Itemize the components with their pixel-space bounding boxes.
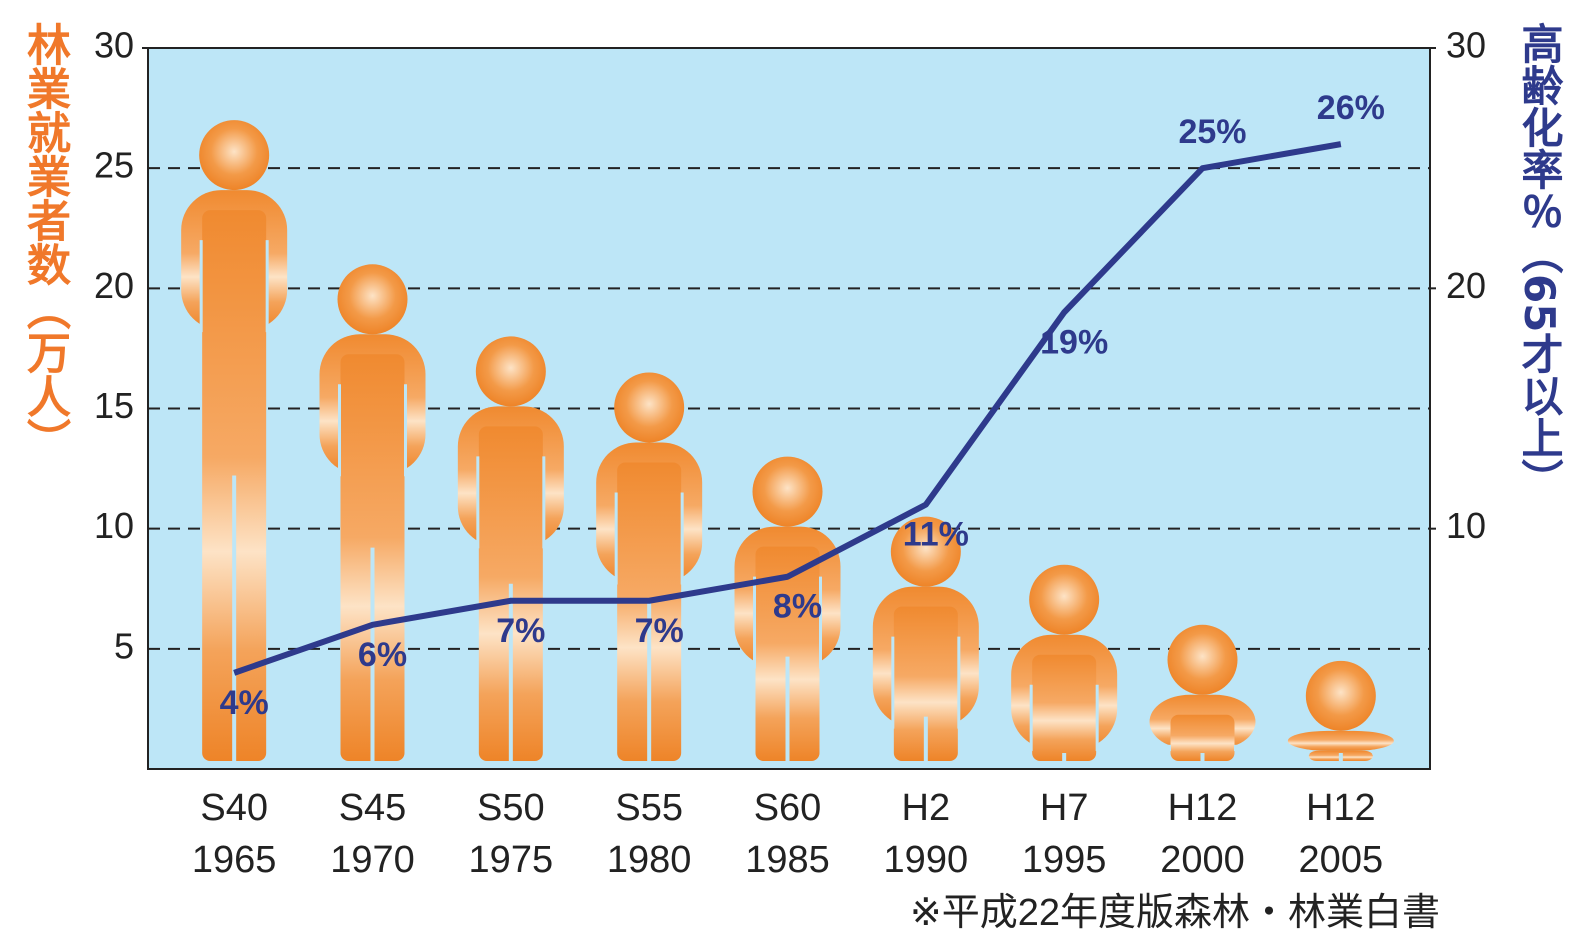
x-tick-label: S55 <box>615 787 683 829</box>
y-tick-label: 5 <box>114 625 134 666</box>
data-label: 26% <box>1317 89 1385 127</box>
x-tick-label: S60 <box>754 787 822 829</box>
data-label: 8% <box>773 588 822 626</box>
y-axis-title: 林業就業者数（万人） <box>22 22 66 462</box>
person-torso <box>1288 731 1394 751</box>
x-tick-label: H12 <box>1168 787 1238 829</box>
person-head <box>753 457 823 527</box>
x-tick-label: 1965 <box>192 839 277 881</box>
x-tick-label: 1990 <box>884 839 969 881</box>
x-tick-label: S50 <box>477 787 545 829</box>
x-tick-label: 1975 <box>469 839 554 881</box>
source-note: ※平成22年度版森林・林業白書 <box>910 892 1440 934</box>
person-head <box>338 264 408 334</box>
y-tick-label: 15 <box>94 385 134 426</box>
chart: ※平成22年度版森林・林業白書 5 10 15 20 25 30 10 20 30 S40 1965… <box>0 0 1570 936</box>
x-tick-label: H2 <box>902 787 951 829</box>
x-tick-label: H7 <box>1040 787 1089 829</box>
data-label: 4% <box>220 684 269 722</box>
y2-tick-label: 10 <box>1446 505 1486 546</box>
x-tick-label: S45 <box>339 787 407 829</box>
person-head <box>1306 661 1376 731</box>
y2-axis-title: 高齢化率％（65才以上） <box>1518 22 1560 500</box>
person-legs <box>1032 655 1096 761</box>
data-label: 7% <box>635 612 684 650</box>
x-tick-label: S40 <box>200 787 268 829</box>
page: ※平成22年度版森林・林業白書 5 10 15 20 25 30 10 20 30 S40 1965… <box>0 0 1570 936</box>
data-label: 11% <box>903 516 969 554</box>
data-label: 6% <box>358 636 407 674</box>
person-head <box>1029 565 1099 635</box>
data-label: 7% <box>496 612 545 650</box>
y-tick-label: 25 <box>94 145 134 186</box>
x-tick-label: 1980 <box>607 839 692 881</box>
x-tick-label: 2000 <box>1160 839 1245 881</box>
y-tick-label: 10 <box>94 505 134 546</box>
person-head <box>1168 625 1238 695</box>
x-tick-label: 1970 <box>330 839 415 881</box>
person-head <box>476 336 546 406</box>
y2-tick-label: 30 <box>1446 25 1486 66</box>
x-tick-label: H12 <box>1306 787 1376 829</box>
y-tick-label: 30 <box>94 25 134 66</box>
data-label: 25% <box>1178 113 1246 151</box>
x-tick-label: 1985 <box>745 839 830 881</box>
person-head <box>614 372 684 442</box>
person-head <box>199 120 269 190</box>
x-tick-label: 2005 <box>1299 839 1384 881</box>
y2-tick-label: 20 <box>1446 265 1486 306</box>
chart-container: ※平成22年度版森林・林業白書 5 10 15 20 25 30 10 20 30 S40 1965… <box>0 0 1570 936</box>
data-label: 19% <box>1040 323 1108 361</box>
x-tick-label: 1995 <box>1022 839 1107 881</box>
y-tick-label: 20 <box>94 265 134 306</box>
